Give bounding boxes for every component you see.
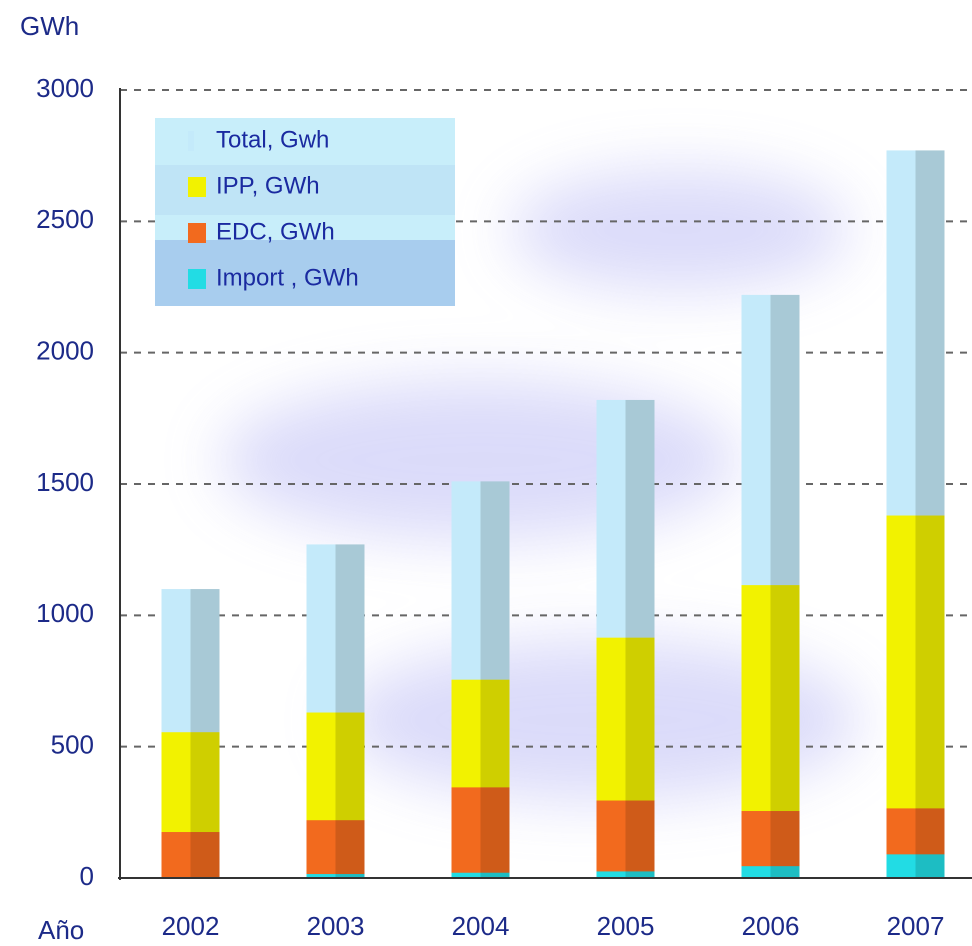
- bar: [886, 854, 945, 878]
- bar: [161, 832, 220, 878]
- bar: [451, 787, 510, 878]
- bar: [306, 820, 365, 878]
- bar: [596, 800, 655, 878]
- legend-swatch: [188, 177, 206, 197]
- bar-shade: [770, 866, 800, 878]
- bar-shade: [480, 872, 510, 878]
- x-axis-label: Año: [38, 915, 84, 945]
- y-axis-label: GWh: [20, 11, 79, 41]
- bar-shade: [480, 787, 510, 878]
- legend-label: EDC, GWh: [216, 218, 335, 245]
- x-tick-label: 2003: [307, 911, 365, 941]
- legend-label: Import , GWh: [216, 264, 359, 291]
- y-tick-label: 1500: [36, 467, 94, 497]
- x-tick-label: 2005: [597, 911, 655, 941]
- y-tick-label: 2000: [36, 336, 94, 366]
- bar-shade: [335, 874, 365, 878]
- y-tick-label: 3000: [36, 73, 94, 103]
- x-tick-label: 2007: [887, 911, 945, 941]
- legend-label: Total, Gwh: [216, 126, 329, 153]
- x-tick-label: 2002: [162, 911, 220, 941]
- y-tick-label: 1000: [36, 598, 94, 628]
- bar-shade: [625, 800, 655, 878]
- y-tick-label: 2500: [36, 204, 94, 234]
- legend-swatch: [188, 223, 206, 243]
- bar: [306, 874, 365, 878]
- bar: [451, 872, 510, 878]
- x-tick-label: 2006: [742, 911, 800, 941]
- bar-shade: [335, 820, 365, 878]
- bar-shade: [190, 832, 220, 878]
- legend-swatch: [188, 269, 206, 289]
- bar: [741, 866, 800, 878]
- bar-shade: [625, 871, 655, 878]
- x-tick-label: 2004: [452, 911, 510, 941]
- y-tick-label: 0: [80, 861, 94, 891]
- legend: Total, Gwh IPP, GWh EDC, GWh Import , GWh: [155, 118, 455, 306]
- legend-label: IPP, GWh: [216, 172, 320, 199]
- y-tick-label: 500: [51, 730, 94, 760]
- legend-swatch: [188, 131, 194, 151]
- bar: [596, 871, 655, 878]
- bar-shade: [915, 854, 945, 878]
